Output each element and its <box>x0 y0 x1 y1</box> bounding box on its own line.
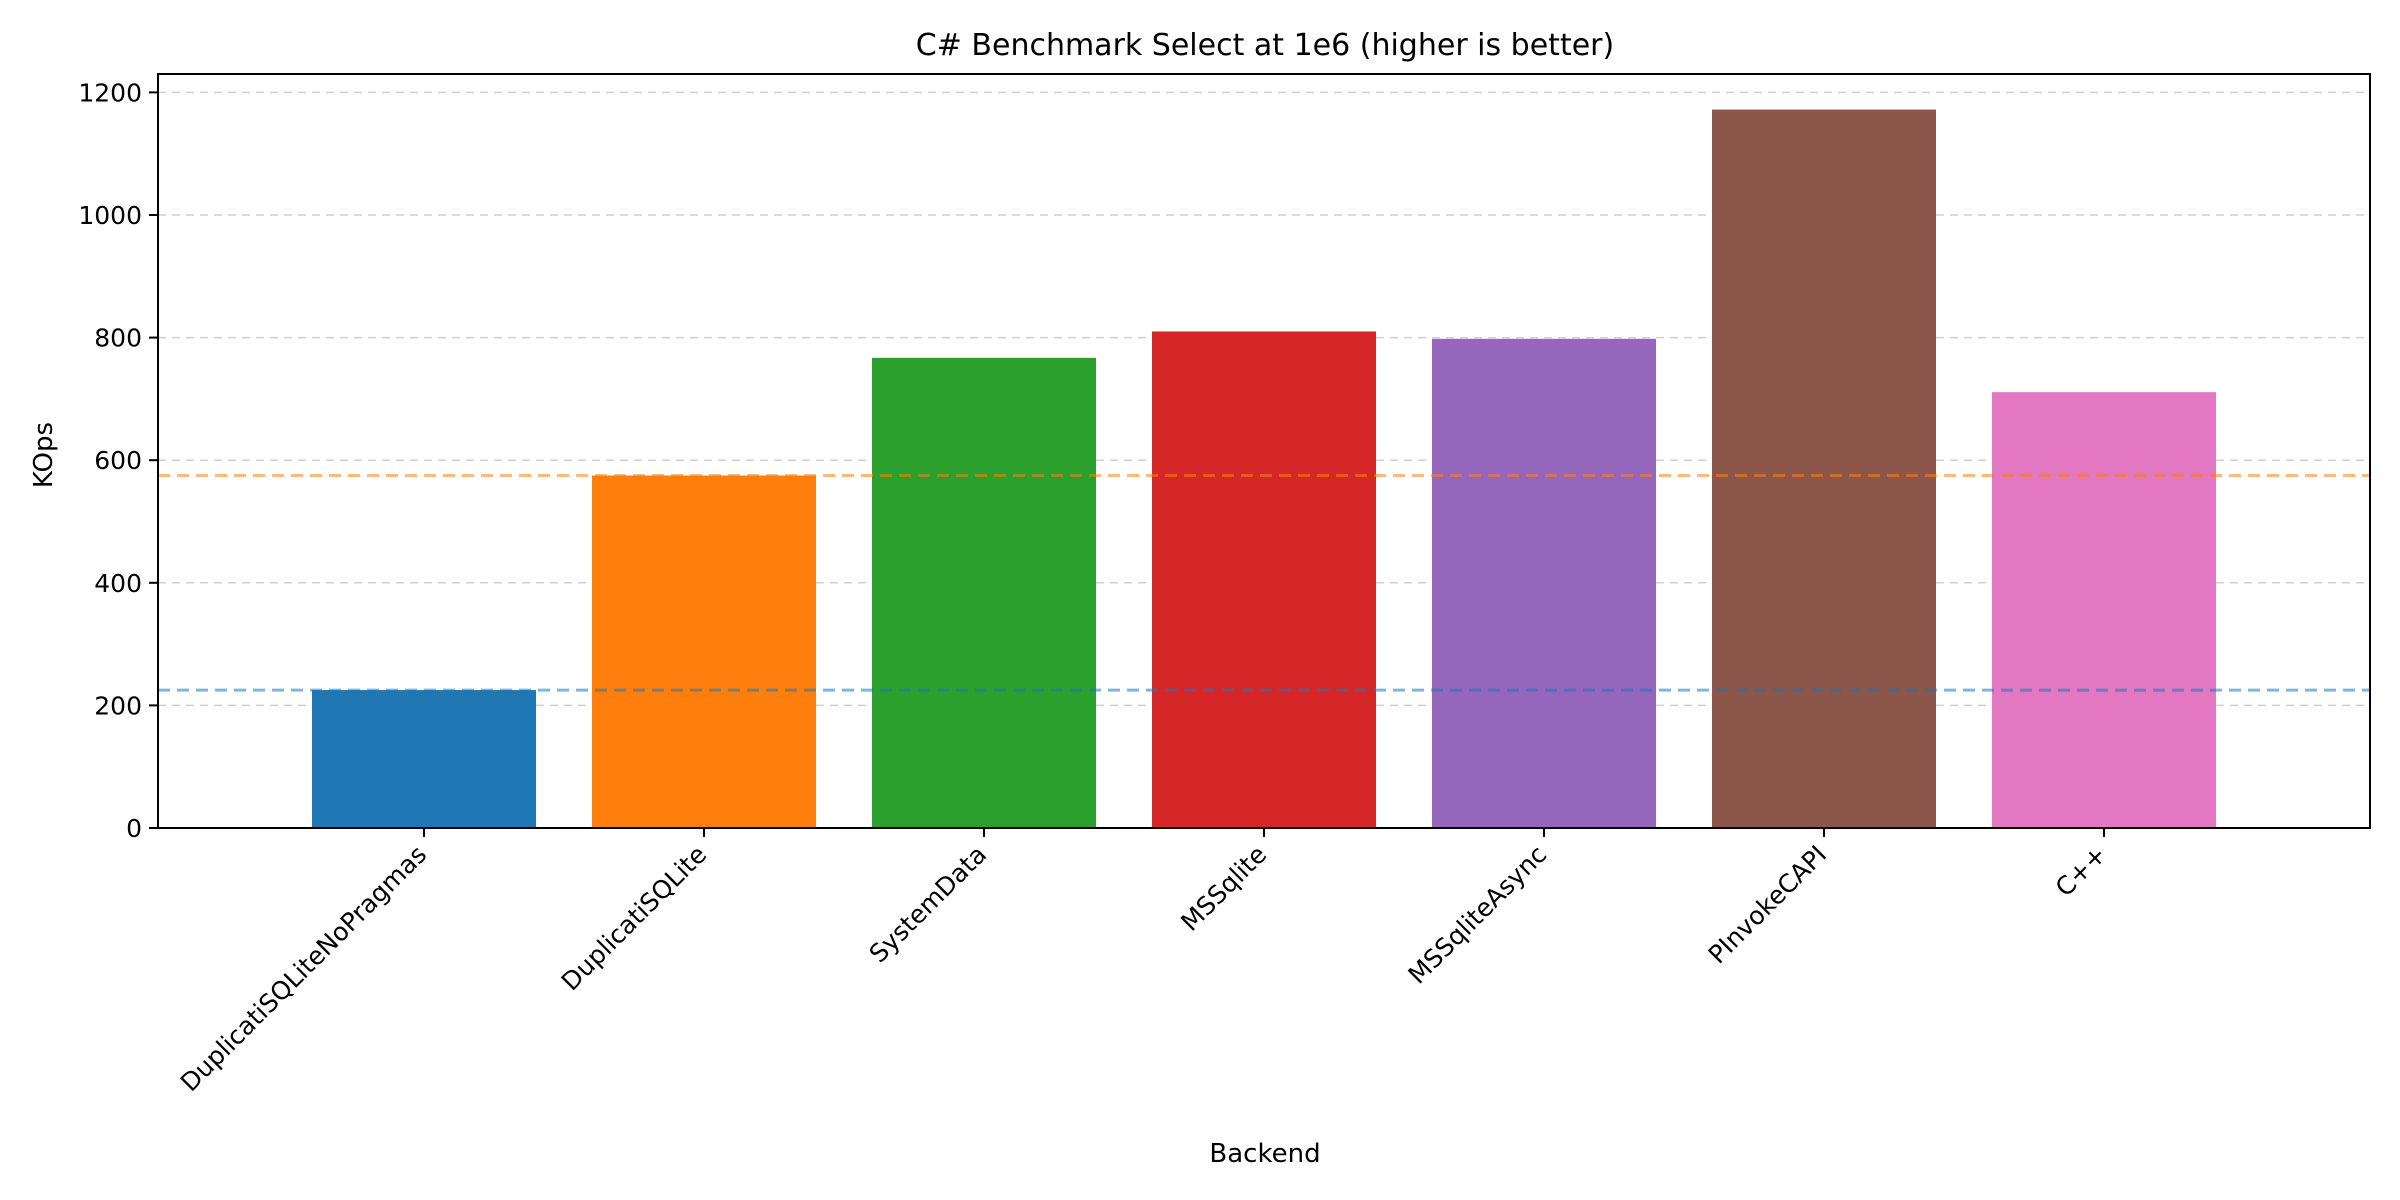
y-tick-label-3: 600 <box>94 446 142 475</box>
bar-pinvokecapi <box>1712 109 1936 829</box>
y-tick-label-6: 1200 <box>78 78 142 107</box>
x-axis-label: Backend <box>1209 1139 1320 1169</box>
bars <box>312 109 2216 829</box>
y-axis-label: KOps <box>29 422 59 488</box>
y-tick-label-2: 400 <box>94 569 142 598</box>
y-tick-label-5: 1000 <box>78 201 142 230</box>
y-tick-label-4: 800 <box>94 324 142 353</box>
reference-lines <box>158 474 2370 692</box>
bar-mssqlite <box>1152 331 1376 828</box>
chart-title: C# Benchmark Select at 1e6 (higher is be… <box>916 28 1614 63</box>
y-tick-label-0: 0 <box>126 814 142 843</box>
y-axis-ticks: 0 200 400 600 800 1000 1200 <box>78 78 158 843</box>
bar-duplicatisqlitenopragmas <box>312 690 536 828</box>
bar-mssqliteasync <box>1432 338 1656 828</box>
bar-systemdata <box>872 357 1096 828</box>
bar-duplicatisqlite <box>592 475 816 828</box>
y-tick-label-1: 200 <box>94 691 142 720</box>
bar-c- <box>1992 392 2216 828</box>
